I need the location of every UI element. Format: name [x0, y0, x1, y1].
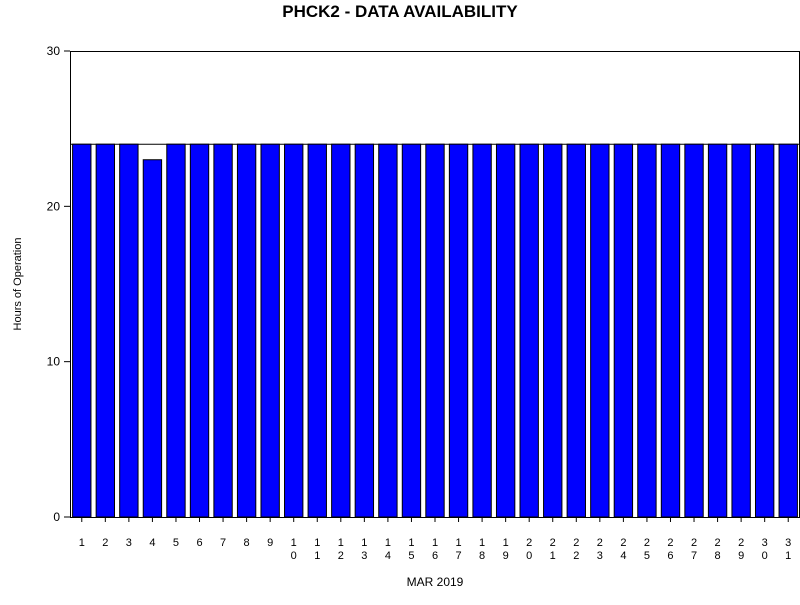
bar	[684, 143, 704, 518]
y-axis-label: Hours of Operation	[12, 238, 24, 331]
bar	[637, 143, 657, 518]
bar	[731, 143, 751, 518]
bar	[142, 159, 163, 518]
y-tick-label: 30	[47, 44, 61, 58]
bar	[307, 143, 327, 518]
x-axis-label: MAR 2019	[407, 575, 464, 589]
bar	[613, 143, 634, 518]
x-tick-label: 8	[244, 537, 250, 549]
bar	[707, 143, 728, 518]
bar	[401, 143, 422, 518]
bar	[660, 143, 681, 518]
y-tick-label: 20	[47, 199, 61, 213]
bar	[519, 143, 539, 518]
bar	[378, 143, 398, 518]
bar	[213, 143, 233, 518]
bar	[284, 143, 304, 518]
bar	[236, 143, 257, 518]
x-tick-label: 3	[126, 537, 132, 549]
bar	[119, 143, 139, 518]
bar	[354, 143, 375, 518]
bar	[590, 143, 610, 518]
bar	[778, 143, 798, 518]
x-tick-label: 9	[267, 537, 273, 549]
x-tick-label: 5	[173, 537, 179, 549]
bar	[425, 143, 445, 518]
x-tick-label: 2	[102, 537, 108, 549]
bar	[566, 143, 586, 518]
bar	[331, 143, 351, 518]
bar	[543, 143, 563, 518]
bar	[448, 143, 469, 518]
bar	[72, 143, 92, 518]
x-tick-label: 7	[220, 537, 226, 549]
bar	[495, 143, 516, 518]
chart-title: PHCK2 - DATA AVAILABILITY	[282, 2, 518, 21]
bar	[189, 143, 210, 518]
y-tick-label: 0	[53, 510, 60, 524]
bar	[95, 143, 116, 518]
y-tick-label: 10	[47, 355, 61, 369]
x-tick-label: 6	[196, 537, 202, 549]
bar	[472, 143, 492, 518]
x-tick-label: 4	[149, 537, 155, 549]
bar	[260, 143, 280, 518]
bar	[166, 143, 186, 518]
bar	[754, 143, 775, 518]
x-tick-label: 1	[79, 537, 85, 549]
